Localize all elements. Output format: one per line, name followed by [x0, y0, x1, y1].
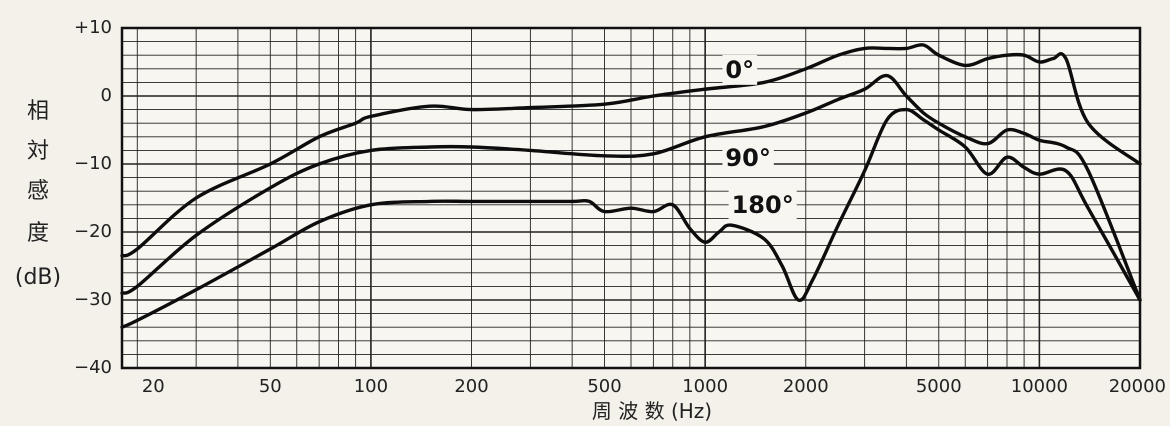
x-tick-label: 10000 — [1011, 376, 1068, 397]
series-line-2 — [120, 107, 1142, 329]
x-tick-label: 20000 — [1109, 376, 1166, 397]
x-tick-label: 100 — [354, 376, 388, 397]
y-tick-label: +10 — [74, 17, 112, 38]
series-line-0 — [120, 43, 1142, 258]
y-tick-labels: +10 0 −10 −20 −30 −40 — [74, 17, 112, 378]
curve-label-bg-2 — [728, 190, 797, 221]
y-tick-label: −40 — [74, 357, 112, 378]
x-tick-label: 5000 — [916, 376, 962, 397]
x-tick-label: 200 — [454, 376, 488, 397]
y-axis-title-part: 度 — [27, 221, 49, 246]
y-axis-title-part: 感 — [27, 179, 49, 204]
curve-label-bg-1 — [722, 143, 774, 174]
curve-label-1: 90° — [725, 144, 770, 172]
chart-curve-labels: 0° 90° 180° — [722, 54, 797, 221]
series-line-1 — [120, 73, 1142, 302]
y-tick-label: −30 — [74, 289, 112, 310]
x-tick-label: 1000 — [682, 376, 728, 397]
y-tick-label: 0 — [101, 85, 112, 106]
x-tick-label: 500 — [587, 376, 621, 397]
chart-curves — [120, 43, 1142, 329]
plot-area-frame — [120, 26, 1142, 370]
y-axis-title-part: (dB) — [15, 265, 61, 290]
curve-label-2: 180° — [732, 191, 794, 219]
x-tick-labels: 20 50 100 200 500 1000 2000 5000 10000 20000 — [142, 376, 1166, 397]
x-tick-label: 20 — [142, 376, 165, 397]
x-tick-label: 2000 — [783, 376, 829, 397]
curve-label-bg-0 — [722, 54, 758, 85]
y-tick-label: −20 — [74, 221, 112, 242]
y-tick-label: −10 — [74, 153, 112, 174]
curve-label-0: 0° — [725, 56, 754, 84]
x-tick-label: 50 — [259, 376, 282, 397]
chart-grid — [122, 27, 1141, 369]
y-axis-title-part: 相 — [27, 99, 49, 124]
y-axis-title-part: 対 — [27, 139, 49, 164]
x-axis-title: 周 波 数 (Hz) — [592, 399, 712, 423]
